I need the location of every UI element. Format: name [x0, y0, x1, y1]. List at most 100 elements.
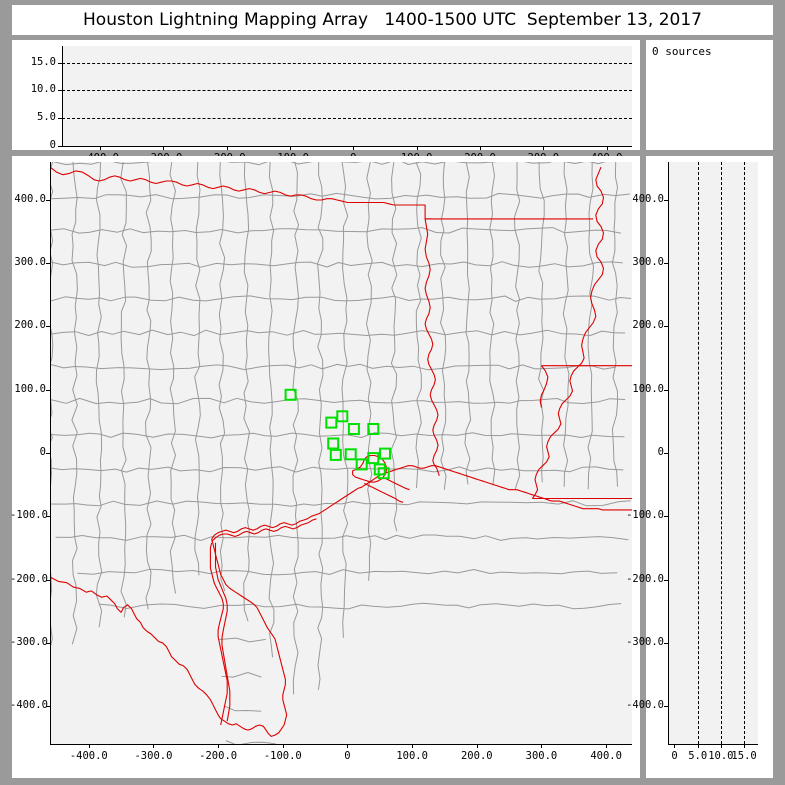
map-y-tick-label: 400.0: [14, 192, 46, 205]
map-x-tickmark: [541, 744, 543, 748]
county-line: [52, 162, 606, 166]
county-line: [440, 162, 447, 490]
side-plot-area[interactable]: [668, 162, 758, 744]
side-y-tick-label: 400.0: [632, 192, 664, 205]
map-x-tick-label: -200.0: [199, 750, 238, 762]
map-x-tick-label: -400.0: [69, 750, 108, 762]
lma-station-marker[interactable]: [347, 423, 360, 435]
map-overlay-svg: [50, 162, 632, 744]
map-x-tickmark: [218, 744, 220, 748]
county-line: [50, 500, 631, 507]
altitude-vs-north-south-panel: 0 5.0 10.0 15.0 -400.0 -300.0 -200.0 -100.0 0 100…: [626, 156, 773, 778]
top-y-tick-label: 10.0: [30, 83, 56, 96]
lma-station-marker[interactable]: [336, 410, 349, 423]
side-y-tickmark: [664, 389, 668, 391]
lma-station-marker[interactable]: [327, 437, 340, 450]
side-y-tickmark: [664, 263, 668, 265]
county-line: [71, 162, 78, 645]
map-x-tick-label: -300.0: [134, 750, 173, 762]
lma-station-markers[interactable]: [284, 388, 391, 480]
side-x-tick-label: 15.0: [731, 750, 757, 762]
map-y-tickmark: [46, 706, 50, 708]
top-x-tickmark: [543, 146, 545, 150]
top-y-tickmark: [58, 146, 62, 147]
side-y-tickmark: [664, 199, 668, 201]
county-line: [50, 397, 626, 405]
county-line: [225, 740, 276, 744]
county-line: [538, 162, 545, 483]
lma-station-marker[interactable]: [325, 416, 338, 429]
top-y-tickmark: [58, 118, 62, 120]
plan-view-map-panel: -400.0 -300.0 -200.0 -100.0 0 100.0 200.0 300.0…: [10, 156, 640, 778]
side-y-tickmark: [664, 706, 668, 708]
lma-station-marker[interactable]: [367, 423, 380, 435]
lma-station-marker[interactable]: [344, 448, 357, 461]
lma-station-marker[interactable]: [284, 388, 297, 401]
map-x-tickmark: [606, 744, 608, 748]
map-y-tickmark: [46, 642, 50, 644]
side-y-tick-label: 200.0: [632, 319, 664, 332]
lma-station-marker[interactable]: [329, 448, 342, 461]
county-line: [218, 162, 226, 592]
side-y-tick-label: -300.0: [626, 635, 664, 648]
map-y-tickmark: [46, 579, 50, 581]
side-x-tickmark: [697, 744, 699, 748]
top-gridline: [62, 118, 632, 120]
side-y-tick-label: 100.0: [632, 382, 664, 395]
county-line: [464, 162, 472, 485]
top-y-axis-line: [62, 46, 64, 146]
side-y-tickmark: [664, 516, 668, 518]
top-x-tickmark: [480, 146, 481, 150]
county-line: [50, 192, 630, 200]
lma-station-marker[interactable]: [377, 467, 390, 480]
map-y-tickmark: [46, 389, 50, 391]
map-x-tick-label: 400.0: [590, 750, 622, 762]
top-y-tick-label: 5.0: [37, 111, 56, 124]
map-x-tick-label: 0: [344, 750, 351, 762]
county-line: [50, 295, 632, 302]
map-x-tickmark: [347, 744, 349, 748]
map-plot-area[interactable]: [50, 162, 632, 744]
map-y-tick-label: 200.0: [14, 319, 46, 332]
side-y-tickmark: [664, 326, 668, 328]
side-gridline: [744, 162, 746, 744]
map-y-tickmark: [46, 326, 50, 328]
map-y-tick-label: -400.0: [10, 699, 48, 712]
side-y-tickmark: [664, 579, 668, 581]
map-x-tick-label: 200.0: [460, 750, 493, 762]
altitude-vs-east-west-panel: 05.010.015.0-400.0-300.0-200.0-100.00100…: [12, 40, 640, 164]
county-line: [55, 534, 629, 541]
county-line: [562, 162, 570, 487]
top-gridline: [62, 90, 632, 92]
county-line: [98, 602, 622, 610]
top-y-tickmark: [58, 90, 62, 92]
top-y-tick-label: 0: [49, 139, 56, 151]
lma-station-marker[interactable]: [367, 452, 380, 465]
side-y-axis-line: [668, 162, 670, 744]
galveston-island: [364, 482, 404, 503]
side-y-tickmark: [664, 453, 668, 454]
side-x-tickmark: [720, 744, 722, 748]
map-y-tickmark: [46, 263, 50, 265]
bolivar-peninsula: [384, 477, 410, 491]
map-y-tick-label: 300.0: [14, 256, 46, 269]
title-bar: Houston Lightning Mapping Array 1400-150…: [12, 5, 773, 35]
lma-station-marker[interactable]: [355, 458, 368, 471]
side-y-tickmark: [664, 642, 668, 644]
side-y-tick-label: -200.0: [626, 572, 664, 585]
side-y-tick-label: -400.0: [626, 699, 664, 712]
lma-station-marker[interactable]: [373, 463, 386, 476]
top-x-tickmark: [290, 146, 291, 150]
county-line: [341, 162, 349, 638]
top-x-tickmark: [353, 146, 355, 150]
gulf-coastline: [50, 465, 632, 737]
top-plot-area[interactable]: [62, 46, 632, 146]
mississippi-east-border: [539, 365, 549, 408]
lma-station-marker[interactable]: [379, 447, 391, 460]
side-x-tick-label: 5.0: [688, 750, 708, 762]
map-y-axis-line: [50, 162, 52, 744]
map-x-axis-line: [50, 744, 632, 746]
county-line: [513, 162, 521, 490]
map-y-tickmark: [46, 453, 50, 454]
map-x-tickmark: [412, 744, 414, 748]
